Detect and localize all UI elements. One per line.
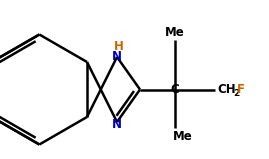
- Text: Me: Me: [165, 25, 185, 38]
- Text: H: H: [114, 41, 124, 53]
- Text: F: F: [237, 83, 245, 96]
- Text: CH: CH: [217, 83, 236, 96]
- Text: N: N: [112, 118, 122, 131]
- Text: 2: 2: [233, 89, 239, 98]
- Text: Me: Me: [173, 129, 193, 142]
- Text: N: N: [112, 51, 122, 63]
- Text: C: C: [171, 83, 179, 96]
